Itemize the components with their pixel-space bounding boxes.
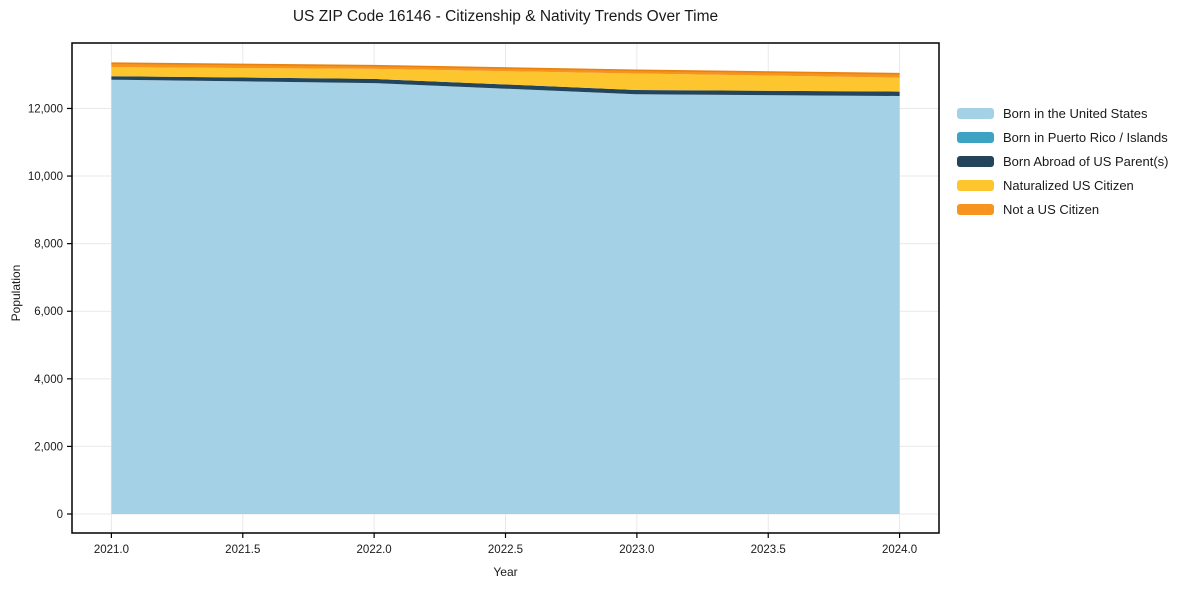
y-tick-label: 10,000 xyxy=(28,171,63,183)
legend-item: Not a US Citizen xyxy=(957,197,1168,221)
area-series xyxy=(111,67,900,92)
legend-item: Born in Puerto Rico / Islands xyxy=(957,125,1168,149)
x-tick-label: 2021.5 xyxy=(225,544,260,556)
chart-legend: Born in the United States Born in Puerto … xyxy=(957,101,1168,221)
legend-swatch xyxy=(957,131,994,143)
x-tick-label: 2023.0 xyxy=(619,544,654,556)
area-series xyxy=(111,76,900,96)
legend-label: Born in Puerto Rico / Islands xyxy=(1003,129,1168,145)
legend-item: Naturalized US Citizen xyxy=(957,173,1168,197)
x-tick-label: 2023.5 xyxy=(751,544,786,556)
y-tick-label: 4,000 xyxy=(34,374,63,386)
legend-swatch xyxy=(957,203,994,215)
stack-top-edge xyxy=(111,62,900,75)
y-axis-label: Population xyxy=(9,264,23,322)
x-tick-label: 2021.0 xyxy=(94,544,129,556)
legend-swatch xyxy=(957,155,994,167)
x-tick-label: 2022.0 xyxy=(357,544,392,556)
y-tick-label: 0 xyxy=(57,509,63,521)
y-tick-label: 6,000 xyxy=(34,306,63,318)
x-tick-label: 2024.0 xyxy=(882,544,917,556)
y-tick-label: 2,000 xyxy=(34,441,63,453)
x-tick-label: 2022.5 xyxy=(488,544,523,556)
x-axis-label: Year xyxy=(493,565,518,579)
legend-label: Not a US Citizen xyxy=(1003,201,1100,217)
y-tick-label: 12,000 xyxy=(28,103,63,115)
legend-item: Born Abroad of US Parent(s) xyxy=(957,149,1168,173)
chart-title: US ZIP Code 16146 - Citizenship & Nativi… xyxy=(292,8,719,25)
y-tick-label: 8,000 xyxy=(34,239,63,251)
legend-label: Naturalized US Citizen xyxy=(1003,177,1134,193)
legend-label: Born in the United States xyxy=(1003,105,1148,121)
legend-label: Born Abroad of US Parent(s) xyxy=(1003,153,1169,169)
legend-swatch xyxy=(957,179,994,191)
area-series xyxy=(111,63,900,78)
area-series xyxy=(111,79,900,514)
legend-swatch xyxy=(957,107,994,119)
legend-item: Born in the United States xyxy=(957,101,1168,125)
